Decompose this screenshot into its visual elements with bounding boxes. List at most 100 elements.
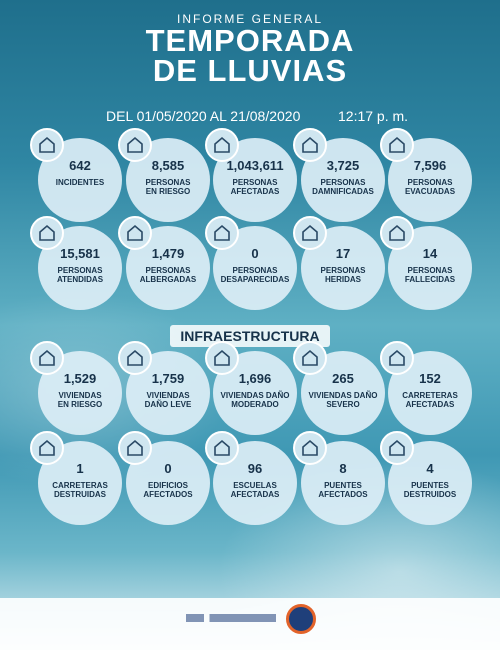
stat-label: CARRETERAS AFECTADAS bbox=[402, 391, 458, 409]
stat-circle: 4 PUENTES DESTRUIDOS bbox=[380, 431, 472, 525]
stat-value: 0 bbox=[251, 246, 259, 261]
stat-value: 4 bbox=[426, 461, 434, 476]
stat-value: 642 bbox=[69, 158, 91, 173]
icon-glyph bbox=[214, 439, 230, 456]
icon-glyph bbox=[302, 224, 318, 241]
stat-value: 7,596 bbox=[413, 158, 447, 173]
stat-value: 0 bbox=[164, 461, 172, 476]
stat-circle: 152 CARRETERAS AFECTADAS bbox=[380, 341, 472, 435]
footer bbox=[0, 598, 500, 650]
stat-circle: 15,581 PERSONAS ATENDIDAS bbox=[30, 216, 122, 310]
stat-label: PUENTES AFECTADOS bbox=[318, 481, 368, 499]
icon-glyph bbox=[389, 224, 405, 241]
icon-glyph bbox=[389, 439, 405, 456]
stat-value: 3,725 bbox=[326, 158, 360, 173]
stat-icon bbox=[293, 431, 327, 465]
stat-circle: 0 EDIFICIOS AFECTADOS bbox=[118, 431, 210, 525]
stat-value: 1 bbox=[76, 461, 84, 476]
icon-glyph bbox=[127, 136, 143, 153]
stat-value: 1,479 bbox=[151, 246, 185, 261]
icon-glyph bbox=[39, 439, 55, 456]
stat-circle: 14 PERSONAS FALLECIDAS bbox=[380, 216, 472, 310]
stat-value: 1,529 bbox=[63, 371, 97, 386]
icon-glyph bbox=[39, 349, 55, 366]
stat-label: VIVIENDAS DAÑO MODERADO bbox=[220, 391, 290, 409]
stat-icon bbox=[118, 431, 152, 465]
stat-circle: 1,479 PERSONAS ALBERGADAS bbox=[118, 216, 210, 310]
stat-icon bbox=[293, 341, 327, 375]
stat-icon bbox=[30, 216, 64, 250]
stat-circle: 8 PUENTES AFECTADOS bbox=[293, 431, 385, 525]
stat-label: INCIDENTES bbox=[55, 178, 105, 187]
stat-label: PERSONAS ATENDIDAS bbox=[56, 266, 104, 284]
stat-circle: 8,585 PERSONAS EN RIESGO bbox=[118, 128, 210, 222]
stat-label: PUENTES DESTRUIDOS bbox=[403, 481, 457, 499]
stat-circle: 1 CARRETERAS DESTRUIDAS bbox=[30, 431, 122, 525]
stat-icon bbox=[293, 128, 327, 162]
title: TEMPORADA DE LLUVIAS bbox=[145, 23, 355, 88]
stat-circle: 1,759 VIVIENDAS DAÑO LEVE bbox=[118, 341, 210, 435]
stat-circle: 3,725 PERSONAS DAMNIFICADAS bbox=[293, 128, 385, 222]
stat-label: ESCUELAS AFECTADAS bbox=[230, 481, 280, 499]
stat-label: VIVIENDAS DAÑO SEVERO bbox=[308, 391, 378, 409]
stat-label: CARRETERAS DESTRUIDAS bbox=[52, 481, 108, 499]
stat-circle: 7,596 PERSONAS EVACUADAS bbox=[380, 128, 472, 222]
stat-label: PERSONAS EN RIESGO bbox=[145, 178, 191, 196]
icon-glyph bbox=[214, 349, 230, 366]
icon-glyph bbox=[389, 136, 405, 153]
stat-circle: 17 PERSONAS HERIDAS bbox=[293, 216, 385, 310]
stat-icon bbox=[205, 128, 239, 162]
stat-label: PERSONAS FALLECIDAS bbox=[404, 266, 456, 284]
stat-label: PERSONAS EVACUADAS bbox=[404, 178, 456, 196]
logo bbox=[286, 604, 316, 634]
stat-label: PERSONAS AFECTADAS bbox=[230, 178, 280, 196]
subtitle: INFORME GENERAL bbox=[176, 12, 323, 26]
stat-value: 96 bbox=[247, 461, 263, 476]
stat-circle: 96 ESCUELAS AFECTADAS bbox=[205, 431, 297, 525]
stat-value: 152 bbox=[419, 371, 441, 386]
stat-icon bbox=[380, 341, 414, 375]
stat-value: 265 bbox=[332, 371, 354, 386]
icon-glyph bbox=[214, 224, 230, 241]
stat-icon bbox=[293, 216, 327, 250]
stat-value: 8 bbox=[339, 461, 347, 476]
stat-label: PERSONAS ALBERGADAS bbox=[139, 266, 197, 284]
stat-label: EDIFICIOS AFECTADOS bbox=[143, 481, 193, 499]
stat-value: 15,581 bbox=[60, 246, 100, 261]
stat-value: 17 bbox=[335, 246, 351, 261]
stat-label: VIVIENDAS EN RIESGO bbox=[57, 391, 103, 409]
stat-circle: 642 INCIDENTES bbox=[30, 128, 122, 222]
icon-glyph bbox=[302, 136, 318, 153]
stat-circle: 1,529 VIVIENDAS EN RIESGO bbox=[30, 341, 122, 435]
stat-icon bbox=[205, 341, 239, 375]
stat-value: 8,585 bbox=[151, 158, 185, 173]
stat-icon bbox=[118, 128, 152, 162]
stat-icon bbox=[380, 128, 414, 162]
icon-glyph bbox=[127, 224, 143, 241]
icon-glyph bbox=[127, 439, 143, 456]
stat-icon bbox=[205, 216, 239, 250]
stat-icon bbox=[205, 431, 239, 465]
icon-glyph bbox=[39, 224, 55, 241]
stat-icon bbox=[118, 341, 152, 375]
stat-label: PERSONAS HERIDAS bbox=[320, 266, 366, 284]
time: 12:17 p. m. bbox=[338, 108, 409, 124]
stat-icon bbox=[30, 128, 64, 162]
stat-icon bbox=[380, 431, 414, 465]
stat-circle: 0 PERSONAS DESAPARECIDAS bbox=[205, 216, 297, 310]
stat-value: 14 bbox=[422, 246, 438, 261]
stat-icon bbox=[380, 216, 414, 250]
icon-glyph bbox=[302, 439, 318, 456]
icon-glyph bbox=[389, 349, 405, 366]
social-icons bbox=[186, 614, 276, 622]
stat-label: VIVIENDAS DAÑO LEVE bbox=[144, 391, 192, 409]
icon-glyph bbox=[127, 349, 143, 366]
stat-value: 1,759 bbox=[151, 371, 185, 386]
stat-circle: 1,696 VIVIENDAS DAÑO MODERADO bbox=[205, 341, 297, 435]
icon-glyph bbox=[39, 136, 55, 153]
stat-label: PERSONAS DAMNIFICADAS bbox=[312, 178, 374, 196]
stat-icon bbox=[30, 341, 64, 375]
stat-label: PERSONAS DESAPARECIDAS bbox=[220, 266, 290, 284]
date-range: DEL 01/05/2020 AL 21/08/2020 bbox=[106, 108, 301, 124]
stat-value: 1,043,611 bbox=[226, 158, 284, 173]
